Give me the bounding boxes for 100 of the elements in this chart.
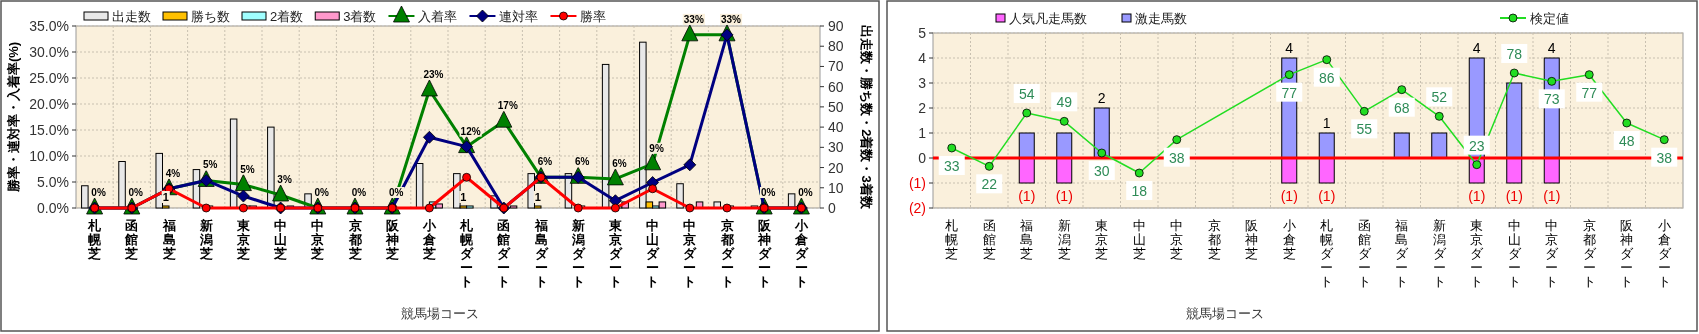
y2-tick-label: 10	[828, 179, 844, 196]
x-tick-label: 札幌ダート	[459, 218, 475, 289]
x-axis-title: 競馬場コース	[401, 306, 479, 321]
legend-label: 2着数	[270, 9, 304, 24]
legend-label: 勝率	[580, 9, 607, 24]
data-label: 33%	[683, 13, 704, 25]
data-label: 9%	[649, 142, 664, 154]
y2-tick-label: 40	[828, 119, 844, 136]
x-tick-label: 小倉芝	[1282, 218, 1296, 261]
data-label: 33	[943, 158, 960, 174]
x-tick-label: 阪神芝	[384, 218, 400, 261]
x-tick-label: 京都ダート	[1582, 218, 1597, 289]
x-tick-label: 札幌ダート	[1320, 218, 1335, 289]
data-label: 6%	[574, 156, 590, 168]
y2-tick-label: 70	[828, 58, 844, 75]
data-label: 0%	[91, 187, 106, 198]
x-tick-label: 中京ダート	[1545, 218, 1560, 289]
y2-tick-label: 80	[828, 38, 844, 55]
y-tick-label: 35.0%	[29, 18, 69, 34]
x-tick-label: 函館ダート	[496, 218, 512, 289]
data-label: 23%	[423, 68, 444, 80]
x-tick-label: 新潟ダート	[570, 218, 586, 289]
x-tick-label: 福島芝	[161, 218, 176, 261]
legend-label: 検定値	[1530, 11, 1569, 26]
x-tick-label: 京都芝	[347, 218, 362, 261]
data-label: 0%	[760, 187, 776, 198]
legend-label: 人気凡走馬数	[1009, 11, 1087, 26]
data-label: (1)	[1280, 188, 1298, 204]
y2-tick-label: 30	[828, 139, 844, 156]
y-tick-label: 15.0%	[29, 122, 69, 138]
x-tick-label: 阪神ダート	[756, 218, 772, 289]
y-tick-label: (1)	[908, 175, 926, 191]
data-label: 18	[1131, 183, 1148, 199]
data-label: 23	[1468, 137, 1485, 154]
x-tick-label: 京都芝	[1207, 218, 1221, 261]
x-tick-label: 京都ダート	[719, 218, 735, 289]
x-tick-label: 中山ダート	[646, 218, 661, 289]
x-tick-label: 東京芝	[235, 218, 251, 261]
y-tick-label: 4	[918, 50, 927, 66]
data-label: (1)	[1018, 188, 1036, 204]
y-tick-label: 20.0%	[29, 96, 69, 112]
y-tick-label: 0	[918, 150, 927, 166]
y-tick-label: 5.0%	[37, 174, 69, 190]
data-label: 6%	[612, 157, 627, 169]
data-label: 77	[1581, 84, 1598, 101]
data-label: 30	[1093, 163, 1110, 179]
data-label: 22	[981, 176, 998, 193]
y2-tick-label: 20	[828, 159, 844, 176]
x-axis-title: 競馬場コース	[1186, 306, 1264, 321]
data-label: 17%	[497, 100, 518, 112]
data-label: 54	[1018, 86, 1035, 102]
data-label: 1	[1322, 115, 1331, 131]
data-label: (1)	[1055, 188, 1073, 204]
data-label: 0%	[314, 187, 330, 198]
legend-label: 出走数	[112, 9, 151, 24]
data-label: (1)	[1505, 188, 1523, 204]
y-tick-label: 0.0%	[37, 200, 69, 216]
data-label: 2	[1097, 90, 1106, 106]
x-tick-label: 中京ダート	[682, 218, 698, 289]
x-tick-label: 中山ダート	[1507, 218, 1522, 289]
data-label: 33%	[720, 13, 742, 25]
x-tick-label: 小倉ダート	[1657, 218, 1672, 289]
legend-label: 入着率	[418, 9, 458, 24]
y2-tick-label: 50	[828, 98, 844, 115]
data-label: 0%	[388, 187, 404, 198]
y-tick-label: 2	[918, 100, 927, 116]
x-tick-label: 福島芝	[1020, 218, 1034, 261]
y2-tick-label: 60	[828, 78, 844, 95]
data-label: 1	[162, 190, 169, 203]
x-tick-label: 中山芝	[1132, 218, 1146, 261]
data-label: 4	[1285, 40, 1294, 56]
data-label: 73	[1543, 91, 1560, 108]
x-tick-label: 福島ダート	[1395, 218, 1410, 289]
x-tick-label: 函館芝	[124, 218, 139, 261]
data-label: 0%	[798, 187, 813, 198]
data-label: 5%	[202, 159, 218, 171]
y-tick-label: 5	[918, 25, 927, 41]
y2-axis-title: 出走数・勝ち数・2着数・3着数	[859, 25, 874, 210]
x-tick-label: 東京芝	[1095, 218, 1109, 261]
x-tick-label: 福島ダート	[533, 218, 549, 289]
data-label: 77	[1281, 84, 1298, 101]
x-tick-label: 中京芝	[310, 218, 325, 261]
x-tick-label: 中山芝	[273, 218, 288, 261]
data-label: 0%	[128, 187, 144, 198]
y-tick-label: (2)	[908, 200, 926, 216]
x-tick-label: 阪神ダート	[1620, 218, 1635, 289]
y-axis-title: 勝率・連対率・入着率(%)	[6, 41, 21, 194]
y-tick-label: 3	[918, 75, 927, 91]
x-tick-label: 札幌芝	[945, 218, 959, 261]
data-label: 86	[1318, 69, 1335, 86]
x-tick-label: 函館芝	[982, 218, 996, 261]
x-tick-label: 札幌芝	[87, 218, 103, 261]
data-label: 0%	[351, 187, 367, 198]
data-label: 1	[460, 190, 467, 203]
data-label: 6%	[537, 156, 553, 168]
data-label: (1)	[1468, 188, 1486, 204]
x-tick-label: 東京ダート	[607, 218, 623, 289]
data-label: 55	[1356, 121, 1373, 138]
legend-label: 3着数	[343, 9, 377, 24]
data-label: 1	[534, 190, 541, 203]
